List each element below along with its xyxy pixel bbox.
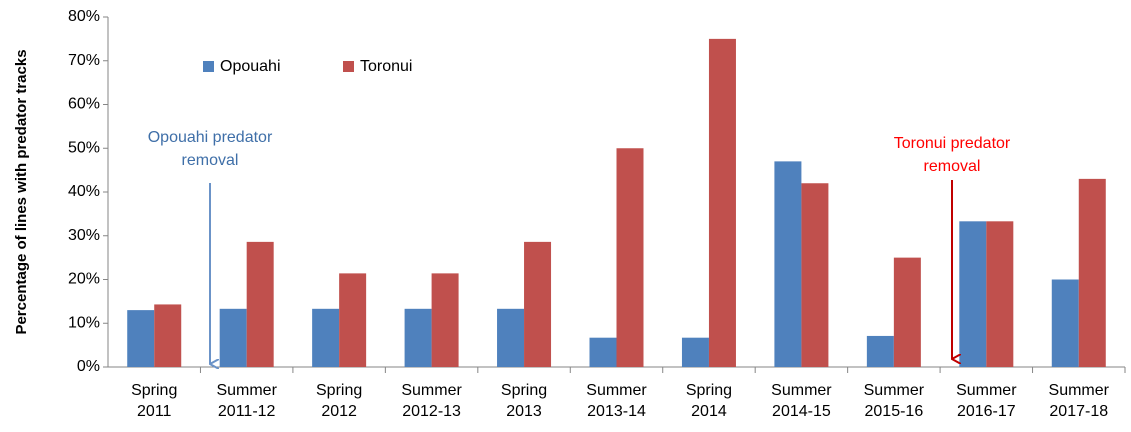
bar <box>312 308 340 367</box>
y-axis-title: Percentage of lines with predator tracks <box>13 49 30 334</box>
bar <box>497 308 525 367</box>
x-tick-label: 2013 <box>506 403 542 420</box>
x-tick-label: 2017-18 <box>1049 403 1108 420</box>
x-tick-label: Spring <box>131 382 177 399</box>
bar <box>708 38 736 367</box>
bar <box>893 257 921 367</box>
y-tick-label: 80% <box>68 8 100 25</box>
y-tick-label: 30% <box>68 227 100 244</box>
x-tick-label: Spring <box>501 382 547 399</box>
y-tick-label: 50% <box>68 139 100 156</box>
y-tick-label: 10% <box>68 314 100 331</box>
y-tick-label: 60% <box>68 96 100 113</box>
bar <box>404 308 432 367</box>
x-tick-label: 2011 <box>137 403 172 420</box>
x-tick-label: 2016-17 <box>957 403 1016 420</box>
bar <box>1051 279 1079 367</box>
bar <box>431 273 459 367</box>
bar <box>774 161 802 367</box>
y-tick-label: 40% <box>68 183 100 200</box>
x-tick-label: Summer <box>1049 382 1110 399</box>
y-tick-label: 70% <box>68 52 100 69</box>
bar <box>246 241 274 367</box>
bar <box>154 304 182 367</box>
x-tick-label: Summer <box>864 382 925 399</box>
x-tick-label: 2012 <box>321 403 357 420</box>
x-tick-label: Spring <box>316 382 362 399</box>
bar <box>1078 178 1106 367</box>
legend-label: Toronui <box>360 58 412 75</box>
x-tick-label: 2014 <box>691 403 727 420</box>
bar <box>866 335 894 367</box>
x-tick-label: 2014-15 <box>772 403 831 420</box>
annotation: Opouahi predator <box>148 129 273 146</box>
x-tick-label: 2012-13 <box>402 403 461 420</box>
x-tick-label: Summer <box>216 382 277 399</box>
legend-label: Opouahi <box>220 58 281 75</box>
x-tick-label: 2015-16 <box>865 403 924 420</box>
bar <box>339 273 367 367</box>
bar <box>127 310 155 367</box>
bar <box>589 337 617 367</box>
y-tick-label: 20% <box>68 271 100 288</box>
x-tick-label: Summer <box>956 382 1017 399</box>
x-tick-label: Summer <box>771 382 832 399</box>
bar <box>524 241 552 367</box>
bar <box>801 183 829 367</box>
x-tick-label: Summer <box>586 382 647 399</box>
x-tick-label: Summer <box>401 382 462 399</box>
legend-swatch <box>203 61 214 72</box>
annotation: removal <box>182 152 239 169</box>
annotation: removal <box>924 158 981 175</box>
x-tick-label: 2013-14 <box>587 403 646 420</box>
x-tick-label: Spring <box>686 382 732 399</box>
legend-swatch <box>343 61 354 72</box>
annotation: Toronui predator <box>894 135 1011 152</box>
y-tick-label: 0% <box>77 358 100 375</box>
bar <box>681 337 709 367</box>
bar <box>616 148 644 367</box>
x-tick-label: 2011-12 <box>218 403 276 420</box>
bar <box>959 221 987 367</box>
bar <box>219 308 247 367</box>
bar <box>986 221 1014 367</box>
